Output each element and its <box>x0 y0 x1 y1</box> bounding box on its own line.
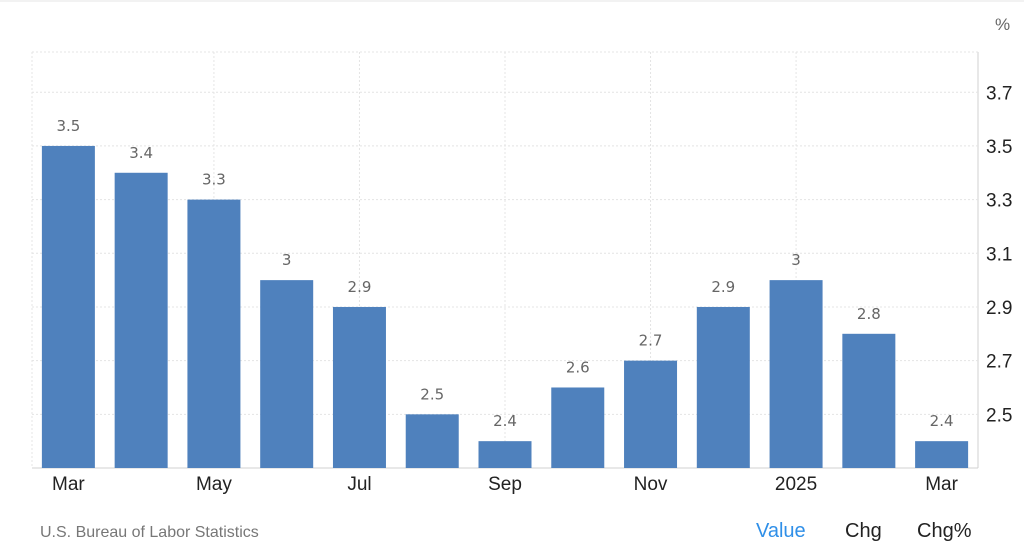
view-tabs: Value Chg Chg% <box>0 520 1024 548</box>
bar <box>915 441 969 468</box>
x-tick-label: Mar <box>925 474 958 495</box>
x-tick-label: 2025 <box>775 474 817 495</box>
source-label: U.S. Bureau of Labor Statistics <box>40 524 259 541</box>
tab-chg-percent[interactable]: Chg% <box>917 520 972 542</box>
tab-chg[interactable]: Chg <box>845 520 882 542</box>
bar <box>332 306 386 468</box>
bar <box>41 145 95 468</box>
x-tick-label: May <box>196 474 232 495</box>
bar <box>187 199 241 468</box>
bar <box>114 172 168 468</box>
tab-value[interactable]: Value <box>756 520 806 542</box>
data-labels: 3.5 3.4 3.3 3 2.9 2.5 2.4 2.6 2.7 2.9 3 2.8 2.4 <box>56 117 953 430</box>
x-axis-ticks: Mar May Jul Sep Nov 2025 Mar <box>52 474 959 495</box>
bars <box>41 145 969 468</box>
x-tick-label: Nov <box>634 474 668 495</box>
bar-value-label: 3.3 <box>202 171 226 189</box>
y-axis-ticks: 2.5 2.7 2.9 3.1 3.3 3.5 3.7 <box>986 83 1012 426</box>
bar-value-label: 3.5 <box>56 117 80 135</box>
bar <box>405 414 459 468</box>
x-tick-label: Sep <box>488 474 522 495</box>
y-tick-label: 3.5 <box>986 137 1012 158</box>
bar <box>478 441 532 468</box>
bar <box>696 306 750 468</box>
bar-value-label: 2.4 <box>930 412 954 430</box>
y-tick-label: 2.5 <box>986 405 1012 426</box>
y-tick-label: 2.7 <box>986 352 1012 373</box>
bar <box>769 280 823 468</box>
y-tick-label: 3.7 <box>986 83 1012 104</box>
x-tick-label: Jul <box>347 474 371 495</box>
y-tick-label: 3.1 <box>986 244 1012 265</box>
bar-value-label: 2.7 <box>639 332 663 350</box>
bar-value-label: 2.4 <box>493 412 517 430</box>
chart: 3.53.43.332.92.52.42.62.72.932.82.4 Mar M… <box>0 0 1024 495</box>
bar-value-label: 2.9 <box>711 278 735 296</box>
bar-value-label: 2.9 <box>348 278 372 296</box>
bar-value-label: 3.4 <box>129 144 153 162</box>
y-tick-label: 2.9 <box>986 298 1012 319</box>
bar-value-label: 3 <box>791 251 801 269</box>
bar-value-label: 2.6 <box>566 358 590 376</box>
bar <box>624 360 678 468</box>
y-axis-unit: % <box>995 15 1010 34</box>
x-tick-label: Mar <box>52 474 85 495</box>
bar <box>260 280 314 468</box>
bar-value-label: 3 <box>282 251 292 269</box>
bar-value-label: 2.5 <box>420 385 444 403</box>
y-tick-label: 3.3 <box>986 191 1012 212</box>
bar-value-label: 2.8 <box>857 305 881 323</box>
bar <box>551 387 605 468</box>
bar <box>842 333 896 468</box>
